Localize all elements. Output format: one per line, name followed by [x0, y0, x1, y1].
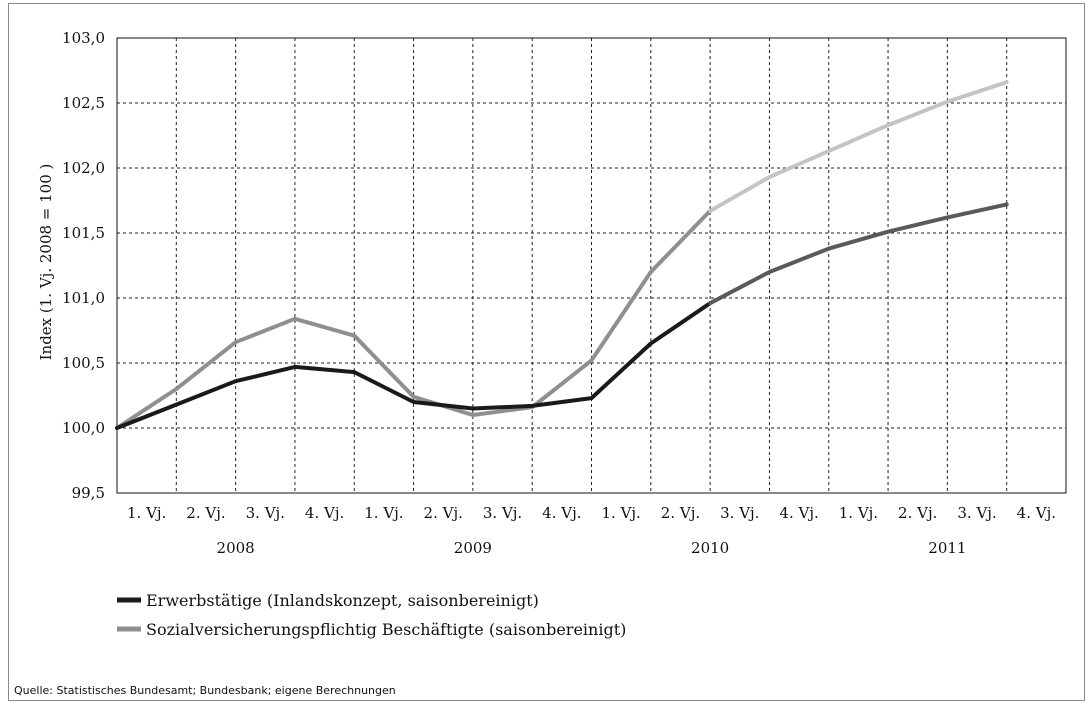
- y-tick-label: 101,0: [62, 289, 105, 307]
- series-lines: [115, 80, 1009, 430]
- x-tick-label: 4. Vj.: [305, 504, 344, 522]
- grid-lines: [117, 38, 1066, 493]
- x-tick-label: 4. Vj.: [1017, 504, 1056, 522]
- y-axis-ticks: 103,0 102,5 102,0 101,5 101,0 100,5 100,0 99,5: [62, 29, 105, 502]
- x-tick-label: 1. Vj.: [364, 504, 403, 522]
- series-line-forecast-1: [708, 80, 1009, 213]
- x-year-label: 2009: [454, 539, 492, 557]
- series-line-forecast-0: [708, 202, 1009, 306]
- x-tick-label: 2. Vj.: [898, 504, 937, 522]
- x-year-label: 2010: [691, 539, 729, 557]
- y-tick-label: 102,5: [62, 94, 105, 112]
- x-year-label: 2011: [928, 539, 966, 557]
- plot-area: [116, 37, 1067, 494]
- x-year-label: 2008: [217, 539, 255, 557]
- y-tick-label: 100,5: [62, 354, 105, 372]
- y-tick-label: 102,0: [62, 159, 105, 177]
- x-tick-label: 1. Vj.: [839, 504, 878, 522]
- x-tick-label: 2. Vj.: [661, 504, 700, 522]
- source-note: Quelle: Statistisches Bundesamt; Bundesb…: [14, 684, 396, 697]
- x-tick-label: 3. Vj.: [246, 504, 285, 522]
- y-tick-label: 103,0: [62, 29, 105, 47]
- y-tick-label: 101,5: [62, 224, 105, 242]
- y-tick-label: 99,5: [72, 484, 105, 502]
- y-tick-label: 100,0: [62, 419, 105, 437]
- x-tick-label: 3. Vj.: [957, 504, 996, 522]
- x-tick-label: 3. Vj.: [483, 504, 522, 522]
- legend-label-erwerbstaetige: Erwerbstätige (Inlandskonzept, saisonber…: [146, 591, 539, 610]
- legend-label-sozialversicherung: Sozialversicherungspflichtig Beschäftigt…: [146, 620, 626, 639]
- x-tick-label: 4. Vj.: [542, 504, 581, 522]
- x-tick-label: 4. Vj.: [779, 504, 818, 522]
- series-line-actual-1: [115, 208, 713, 430]
- x-tick-label: 1. Vj.: [601, 504, 640, 522]
- legend: Erwerbstätige (Inlandskonzept, saisonber…: [117, 591, 626, 639]
- x-axis-years: 2008 2009 2010 2011: [217, 539, 967, 557]
- x-tick-label: 2. Vj.: [424, 504, 463, 522]
- x-tick-label: 2. Vj.: [186, 504, 225, 522]
- x-tick-label: 1. Vj.: [127, 504, 166, 522]
- x-axis-ticks: 1. Vj. 2. Vj. 3. Vj. 4. Vj. 1. Vj. 2. Vj. 3. V…: [127, 504, 1056, 522]
- y-axis-label: Index (1. Vj. 2008 = 100 ): [37, 164, 55, 361]
- x-tick-label: 3. Vj.: [720, 504, 759, 522]
- series-line-actual-0: [115, 301, 713, 430]
